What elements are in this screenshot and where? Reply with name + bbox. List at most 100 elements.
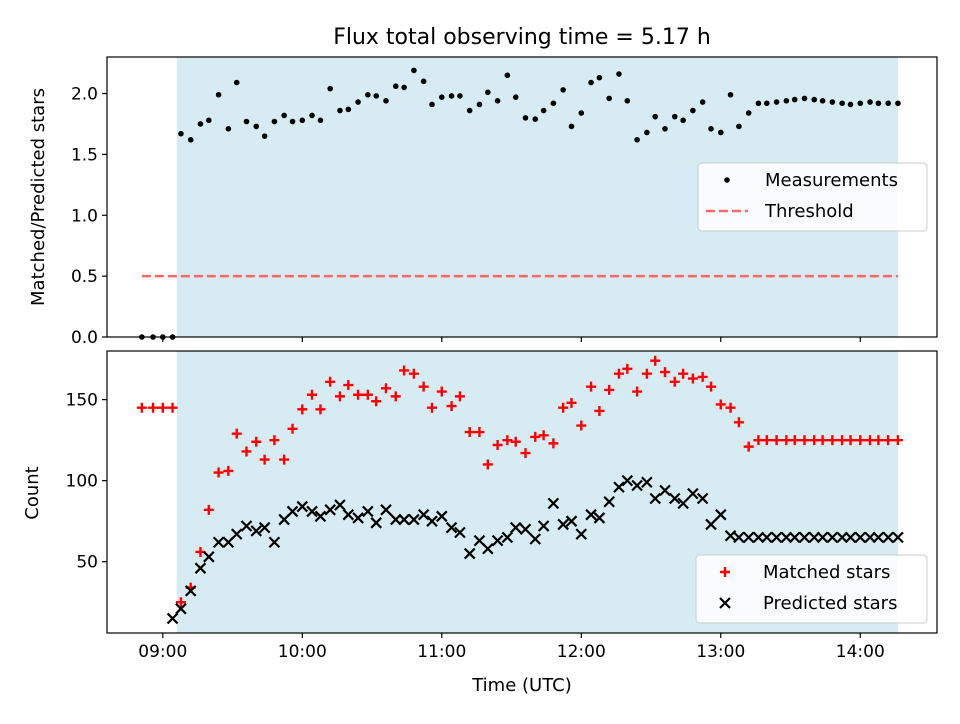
matched-stars-point	[733, 417, 744, 428]
predicted-stars-point	[844, 531, 857, 544]
predicted-stars-point	[836, 531, 848, 544]
predicted-stars-point	[436, 510, 448, 523]
predicted-stars-point	[780, 531, 793, 544]
predicted-stars-point	[194, 562, 207, 574]
predicted-stars-point	[565, 515, 578, 527]
measurement-point	[373, 93, 380, 99]
predicted-stars-point	[324, 504, 336, 516]
matched-stars-point	[343, 380, 354, 391]
predicted-stars-point	[250, 525, 263, 537]
measurement-point	[494, 98, 501, 104]
measurement-point	[420, 78, 427, 85]
x-axis-label: Time (UTC)	[471, 675, 572, 696]
measurement-point	[365, 91, 371, 98]
legend-label: Threshold	[764, 201, 854, 222]
matched-stars-point	[892, 435, 903, 446]
predicted-stars-point	[677, 497, 689, 510]
measurement-point	[560, 87, 566, 93]
matched-stars-point	[548, 438, 559, 449]
predicted-stars-point	[230, 528, 243, 540]
measurement-point	[383, 98, 389, 104]
predicted-stars-point	[212, 536, 225, 549]
matched-stars-point	[855, 435, 866, 446]
measurement-point	[309, 112, 315, 119]
measurement-point	[699, 99, 706, 105]
matched-stars-point	[809, 435, 820, 446]
predicted-stars-point	[352, 512, 364, 524]
predicted-stars-point	[463, 547, 476, 560]
measurement-point	[680, 117, 686, 124]
predicted-stars-point	[408, 513, 420, 526]
matched-stars-point	[157, 402, 168, 413]
predicted-stars-point	[342, 508, 355, 521]
predicted-stars-point	[519, 523, 532, 536]
predicted-stars-point	[613, 481, 625, 493]
matched-stars-point	[279, 454, 290, 465]
measurement-point	[745, 110, 752, 116]
predicted-stars-point	[621, 474, 634, 487]
predicted-stars-point	[454, 526, 466, 539]
measurement-point	[811, 96, 818, 103]
predicted-stars-point	[788, 531, 801, 544]
measurement-point	[448, 93, 455, 99]
matched-stars-point	[390, 391, 401, 402]
matched-stars-point	[799, 435, 810, 446]
predicted-stars-point	[529, 533, 542, 545]
matched-stars-point	[789, 435, 800, 446]
matched-stars-point	[446, 401, 457, 412]
predicted-stars-point	[603, 495, 615, 508]
matched-stars-point	[669, 376, 680, 387]
x-tick-label: 12:00	[557, 642, 606, 662]
predicted-stars-point	[166, 612, 179, 625]
predicted-stars-point	[203, 551, 215, 563]
predicted-stars-point	[816, 531, 829, 544]
measurement-point	[819, 98, 826, 104]
matched-stars-point	[771, 435, 782, 446]
measurement-point	[281, 112, 287, 119]
measurement-point	[568, 123, 575, 130]
predicted-stars-point	[585, 508, 597, 521]
x-tick-label: 10:00	[278, 642, 327, 662]
measurement-point	[791, 96, 798, 103]
measurement-point	[783, 98, 790, 104]
measurement-point	[708, 126, 714, 132]
matched-stars-point	[641, 368, 652, 379]
predicted-stars-point	[761, 531, 773, 544]
predicted-stars-point	[184, 585, 197, 597]
predicted-stars-point	[370, 517, 383, 529]
measurement-point	[261, 133, 268, 139]
matched-stars-point	[380, 383, 391, 394]
predicted-stars-point	[362, 505, 374, 518]
predicted-stars-point	[509, 521, 522, 534]
legend-predicted-marker	[719, 597, 731, 609]
matched-stars-point	[715, 399, 726, 410]
predicted-stars-point	[770, 531, 783, 544]
matched-stars-point	[678, 368, 689, 379]
y-tick-label: 0.0	[71, 328, 98, 348]
matched-stars-point	[530, 431, 541, 442]
predicted-stars-point	[557, 518, 569, 531]
predicted-stars-point	[705, 518, 717, 531]
top-y-axis-label: Matched/Predicted stars	[28, 88, 49, 306]
legend-label: Matched stars	[763, 562, 890, 583]
measurement-point	[829, 99, 836, 105]
predicted-stars-point	[668, 492, 681, 505]
measurement-point	[717, 129, 724, 136]
measurement-point	[875, 100, 882, 107]
matched-stars-point	[474, 427, 485, 438]
predicted-stars-point	[258, 521, 271, 534]
matched-stars-point	[427, 402, 438, 413]
measurement-point	[392, 83, 399, 90]
predicted-stars-point	[286, 505, 299, 518]
predicted-stars-point	[417, 508, 430, 521]
measurement-point	[662, 126, 668, 132]
measurement-point	[466, 107, 473, 114]
predicted-stars-point	[296, 500, 309, 513]
matched-stars-point	[259, 454, 270, 465]
predicted-stars-point	[593, 512, 606, 524]
measurement-point	[588, 79, 594, 86]
predicted-stars-point	[659, 484, 671, 497]
matched-stars-point	[325, 376, 336, 387]
predicted-stars-point	[864, 531, 876, 544]
matched-stars-point	[436, 386, 447, 397]
